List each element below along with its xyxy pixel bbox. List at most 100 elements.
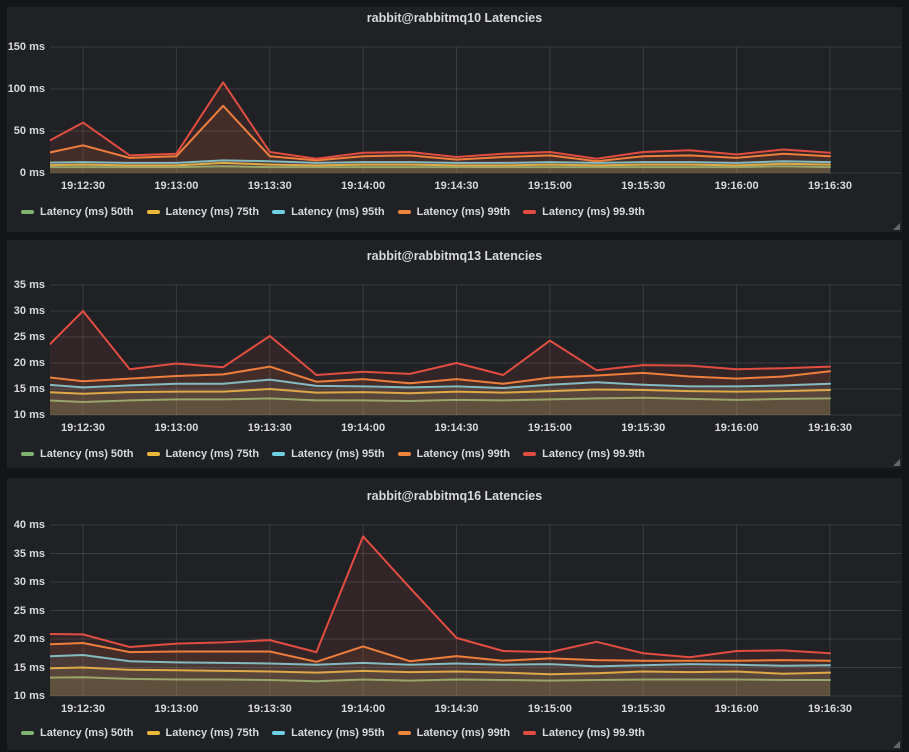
legend-item-99.9th[interactable]: Latency (ms) 99.9th: [523, 206, 645, 218]
latency-plot[interactable]: [50, 46, 902, 174]
legend-item-50th[interactable]: Latency (ms) 50th: [21, 448, 134, 460]
series-line: [50, 104, 831, 163]
series-area: [50, 667, 830, 696]
legend-label: Latency (ms) 99.9th: [542, 448, 645, 460]
panel-title[interactable]: rabbit@rabbitmq10 Latencies: [366, 11, 543, 25]
legend-swatch-icon: [272, 452, 286, 456]
series-area: [50, 366, 830, 415]
series-line: [50, 535, 831, 659]
y-tick-label: 15 ms: [13, 383, 45, 395]
legend-label: Latency (ms) 75th: [165, 448, 260, 460]
legend-item-75th[interactable]: Latency (ms) 75th: [146, 727, 260, 739]
series-area: [50, 82, 830, 173]
legend-swatch-icon: [146, 452, 160, 456]
legend-label: Latency (ms) 50th: [40, 727, 134, 739]
legend-item-50th[interactable]: Latency (ms) 50th: [21, 206, 134, 218]
x-tick-label: 19:14:00: [341, 180, 386, 192]
panel-resize-handle[interactable]: [893, 741, 900, 748]
x-tick-label: 19:14:00: [341, 422, 386, 434]
series-line: [50, 378, 831, 389]
legend-label: Latency (ms) 99th: [416, 727, 511, 739]
legend-swatch-icon: [21, 731, 34, 735]
series-area: [50, 677, 830, 696]
x-tick-label: 19:15:00: [527, 703, 572, 715]
series-line: [50, 642, 831, 663]
legend-label: Latency (ms) 50th: [40, 206, 134, 218]
legend-label: Latency (ms) 99th: [416, 206, 511, 218]
series-line: [50, 396, 831, 403]
series-area: [50, 655, 830, 696]
legend-item-95th[interactable]: Latency (ms) 95th: [272, 206, 385, 218]
x-tick-label: 19:13:00: [154, 180, 199, 192]
x-tick-label: 19:14:00: [341, 703, 386, 715]
legend-item-99th[interactable]: Latency (ms) 99th: [397, 448, 510, 460]
legend: Latency (ms) 50th Latency (ms) 75th Latenc…: [21, 205, 892, 219]
x-tick-label: 19:14:30: [434, 180, 479, 192]
legend-item-99.9th[interactable]: Latency (ms) 99.9th: [523, 448, 645, 460]
legend-item-99th[interactable]: Latency (ms) 99th: [397, 206, 511, 218]
x-tick-label: 19:14:30: [434, 422, 479, 434]
series-line: [50, 666, 831, 676]
y-tick-label: 10 ms: [13, 409, 45, 421]
x-tick-label: 19:13:00: [154, 703, 199, 715]
legend-swatch-icon: [397, 731, 411, 735]
panel-title[interactable]: rabbit@rabbitmq13 Latencies: [366, 249, 543, 263]
legend-label: Latency (ms) 75th: [165, 727, 260, 739]
x-tick-label: 19:16:30: [807, 422, 853, 434]
y-tick-label: 50 ms: [13, 125, 45, 137]
x-tick-label: 19:16:00: [714, 703, 759, 715]
series-area: [50, 643, 830, 696]
legend-item-99.9th[interactable]: Latency (ms) 99.9th: [523, 727, 645, 739]
x-tick-label: 19:15:30: [621, 422, 666, 434]
y-tick-label: 100 ms: [7, 83, 45, 95]
legend-label: Latency (ms) 99.9th: [542, 206, 645, 218]
y-tick-label: 20 ms: [13, 357, 45, 369]
y-tick-label: 40 ms: [13, 519, 45, 531]
x-tick-label: 19:15:30: [621, 180, 666, 192]
legend-swatch-icon: [397, 452, 411, 456]
series-line: [50, 365, 831, 385]
y-tick-label: 150 ms: [7, 41, 45, 53]
y-tick-label: 20 ms: [13, 633, 45, 645]
series-area: [50, 389, 830, 415]
y-tick-label: 10 ms: [13, 690, 45, 702]
legend-item-75th[interactable]: Latency (ms) 75th: [146, 206, 260, 218]
x-tick-label: 19:12:30: [60, 422, 106, 434]
legend-item-95th[interactable]: Latency (ms) 95th: [272, 727, 385, 739]
y-tick-label: 25 ms: [13, 604, 45, 617]
legend-swatch-icon: [523, 452, 537, 456]
x-tick-label: 19:16:00: [714, 422, 759, 434]
latency-plot[interactable]: [50, 284, 902, 416]
panel-title[interactable]: rabbit@rabbitmq16 Latencies: [366, 489, 543, 503]
series-area: [50, 105, 830, 173]
series-area: [50, 397, 830, 415]
x-tick-label: 19:12:30: [60, 703, 106, 715]
legend-label: Latency (ms) 50th: [40, 448, 134, 460]
panel-resize-handle[interactable]: [893, 223, 900, 230]
legend-item-99th[interactable]: Latency (ms) 99th: [397, 727, 511, 739]
x-tick-label: 19:15:00: [527, 180, 572, 192]
panel-resize-handle[interactable]: [893, 459, 900, 466]
series-area: [50, 311, 830, 415]
series-line: [50, 165, 831, 169]
legend-item-75th[interactable]: Latency (ms) 75th: [146, 448, 260, 460]
series-line: [50, 310, 831, 376]
legend-swatch-icon: [146, 731, 160, 735]
legend-swatch-icon: [397, 210, 411, 214]
legend-swatch-icon: [146, 210, 160, 214]
y-tick-label: 25 ms: [13, 331, 45, 343]
x-tick-label: 19:16:30: [807, 703, 853, 715]
legend-label: Latency (ms) 95th: [291, 206, 385, 218]
legend: Latency (ms) 50th Latency (ms) 75th Latenc…: [21, 726, 892, 740]
legend-swatch-icon: [523, 210, 537, 214]
x-tick-label: 19:13:30: [247, 703, 292, 715]
latency-plot[interactable]: [50, 524, 902, 697]
y-tick-label: 0 ms: [19, 167, 45, 179]
y-tick-label: 35 ms: [13, 279, 45, 291]
legend-label: Latency (ms) 75th: [165, 206, 260, 218]
y-tick-label: 30 ms: [13, 576, 45, 588]
legend-item-50th[interactable]: Latency (ms) 50th: [21, 727, 134, 739]
legend-item-95th[interactable]: Latency (ms) 95th: [272, 448, 385, 460]
x-tick-label: 19:13:30: [247, 180, 292, 192]
legend-swatch-icon: [272, 731, 286, 735]
